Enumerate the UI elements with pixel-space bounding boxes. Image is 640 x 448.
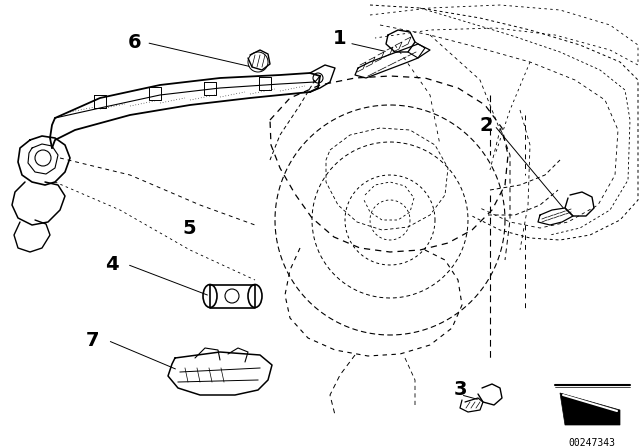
- Text: 1: 1: [332, 29, 346, 47]
- Text: 00247343: 00247343: [568, 438, 616, 448]
- Text: 6: 6: [127, 33, 141, 52]
- Text: 3: 3: [454, 380, 468, 399]
- Text: 5: 5: [182, 219, 196, 238]
- Text: 7: 7: [86, 331, 100, 350]
- Text: 2: 2: [479, 116, 493, 135]
- Text: 4: 4: [105, 255, 119, 274]
- Polygon shape: [560, 393, 620, 425]
